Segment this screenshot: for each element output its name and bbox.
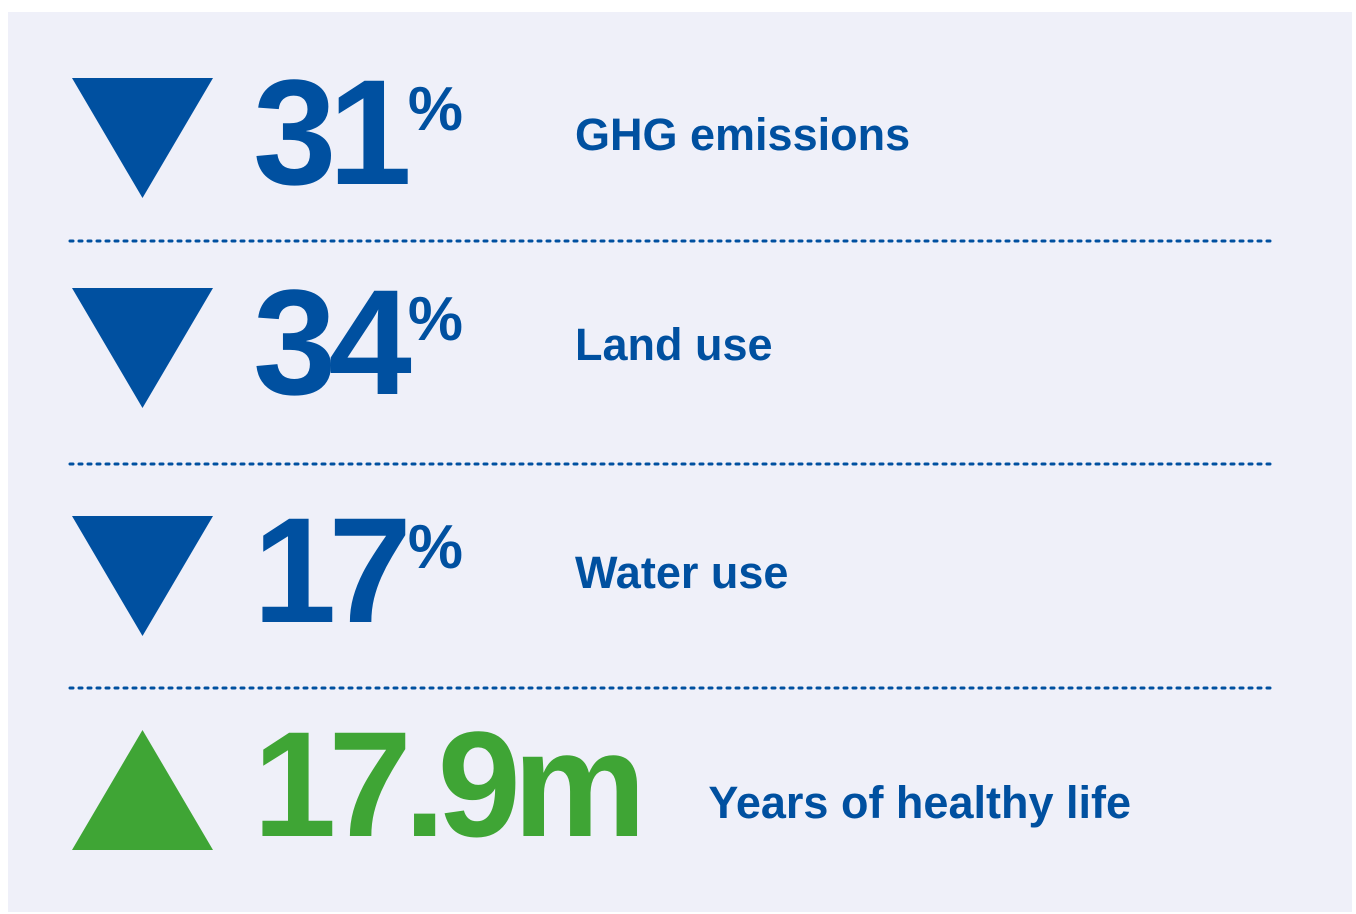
- label: GHG emissions: [575, 109, 910, 160]
- label: Years of healthy life: [708, 777, 1131, 828]
- figure: 17: [253, 486, 405, 654]
- figure: 17.9m: [253, 700, 638, 868]
- unit: %: [408, 513, 463, 582]
- figure: 31: [253, 48, 408, 216]
- down-arrow: [72, 516, 213, 636]
- label: Land use: [575, 319, 773, 370]
- panel: [8, 12, 1352, 912]
- figure: 34: [253, 258, 411, 426]
- unit: %: [408, 75, 463, 144]
- up-arrow: [72, 730, 213, 850]
- label: Water use: [575, 547, 788, 598]
- unit: %: [408, 285, 463, 354]
- separators: [68, 239, 1274, 690]
- down-arrow: [72, 288, 213, 408]
- down-arrow: [72, 78, 213, 198]
